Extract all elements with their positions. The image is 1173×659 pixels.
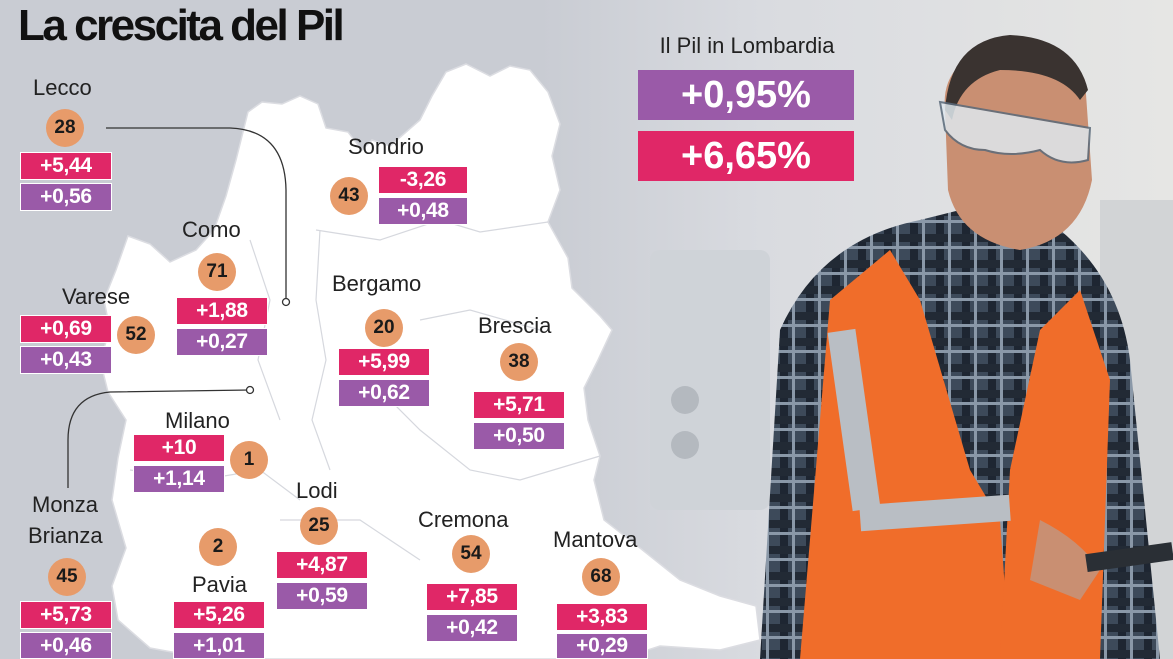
province-name-line2: Brianza (28, 523, 103, 548)
rank-badge: 52 (117, 316, 155, 354)
purple-value: +0,42 (426, 614, 518, 642)
rank-badge: 71 (198, 253, 236, 291)
province-name: Como (182, 217, 241, 242)
lombardia-label: Il Pil in Lombardia (659, 33, 835, 58)
lombardia-value-pink: +6,65% (638, 131, 854, 181)
province-name: Cremona (418, 507, 509, 532)
province-name-line1: Monza (32, 492, 99, 517)
purple-value: +0,46 (20, 632, 112, 659)
purple-value: +0,56 (20, 183, 112, 211)
rank-badge: 1 (230, 441, 268, 479)
purple-value: +0,62 (338, 379, 430, 407)
pink-value: -3,26 (378, 166, 468, 194)
machine-shape (650, 250, 770, 510)
rank-badge: 45 (48, 558, 86, 596)
province-name: Mantova (553, 527, 638, 552)
purple-value: +1,01 (173, 632, 265, 659)
pink-value: +7,85 (426, 583, 518, 611)
rank-badge: 38 (500, 343, 538, 381)
purple-value: +1,14 (133, 465, 225, 493)
pink-value: +4,87 (276, 551, 368, 579)
connector-lines (67, 127, 291, 488)
rank-badge: 2 (199, 528, 237, 566)
pink-value: +5,26 (173, 601, 265, 629)
pink-value: +3,83 (556, 603, 648, 631)
pink-value: +5,71 (473, 391, 565, 419)
rank-badge: 54 (452, 535, 490, 573)
province-name: Varese (62, 284, 131, 309)
purple-value: +0,43 (20, 346, 112, 374)
province-name: Lecco (33, 75, 92, 100)
province-name: Sondrio (348, 134, 424, 159)
purple-value: +0,59 (276, 582, 368, 610)
pink-value: +5,73 (20, 601, 112, 629)
pink-value: +0,69 (20, 315, 112, 343)
lombardia-value-purple: +0,95% (638, 70, 854, 120)
purple-value: +0,48 (378, 197, 468, 225)
rank-badge: 43 (330, 177, 368, 215)
province-name: Milano (165, 408, 230, 433)
province-name: Lodi (296, 478, 338, 503)
province-name: Brescia (478, 313, 552, 338)
province-name: Pavia (192, 572, 248, 597)
rank-badge: 25 (300, 507, 338, 545)
pink-value: +1,88 (176, 297, 268, 325)
worker-photo (760, 35, 1173, 659)
purple-value: +0,50 (473, 422, 565, 450)
pink-value: +10 (133, 434, 225, 462)
pink-value: +5,44 (20, 152, 112, 180)
pink-value: +5,99 (338, 348, 430, 376)
purple-value: +0,27 (176, 328, 268, 356)
purple-value: +0,29 (556, 633, 648, 659)
province-name: Bergamo (332, 271, 422, 296)
rank-badge: 28 (46, 109, 84, 147)
page-title: La crescita del Pil (18, 1, 345, 50)
rank-badge: 20 (365, 309, 403, 347)
rank-badge: 68 (582, 558, 620, 596)
